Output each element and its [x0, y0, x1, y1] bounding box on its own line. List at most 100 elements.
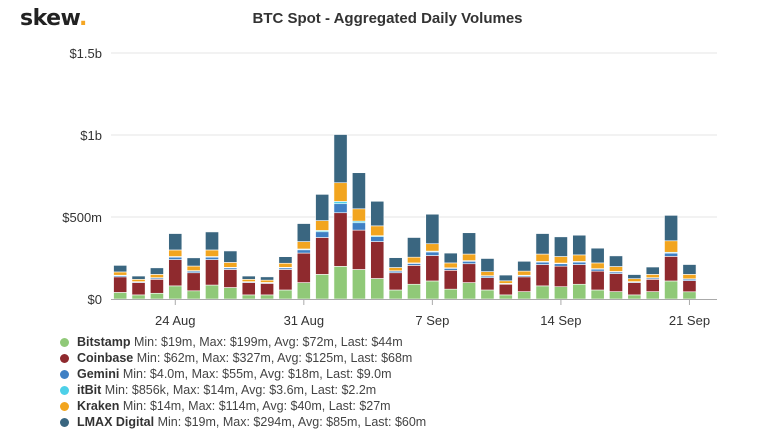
- bar-segment: [664, 252, 678, 257]
- bar-segment: [296, 252, 311, 283]
- bar-segment: [315, 231, 330, 238]
- bar-segment: [443, 252, 458, 264]
- bar-segment: [186, 257, 201, 267]
- legend-item[interactable]: Bitstamp Min: $19m, Max: $199m, Avg: $72…: [60, 334, 426, 350]
- bar-segment: [131, 282, 146, 296]
- bar-segment: [241, 275, 256, 280]
- legend-marker-icon: [60, 354, 69, 363]
- bar-segment: [407, 256, 421, 264]
- legend-series-name: Bitstamp: [77, 335, 131, 349]
- bar-segment: [590, 247, 605, 264]
- bar-segment: [388, 267, 403, 272]
- bar-segment: [150, 274, 164, 278]
- bar-segment: [260, 283, 275, 296]
- legend-marker-icon: [60, 402, 69, 411]
- legend-series-stats: Min: $62m, Max: $327m, Avg: $125m, Last:…: [133, 351, 413, 365]
- bar-segment: [241, 279, 256, 282]
- bar-segment: [407, 237, 421, 258]
- bar-segment: [113, 265, 128, 273]
- bar-segment: [351, 208, 366, 222]
- bar-segment: [131, 275, 146, 280]
- bar-segment: [278, 262, 293, 268]
- bar-segment: [315, 194, 330, 221]
- bar-segment: [168, 233, 183, 251]
- bar-segment: [664, 215, 678, 242]
- bar-segment: [351, 269, 366, 300]
- bar-segment: [627, 274, 642, 279]
- legend-item[interactable]: LMAX Digital Min: $19m, Max: $294m, Avg:…: [60, 414, 426, 430]
- bar-segment: [333, 201, 348, 205]
- bar-segment: [553, 265, 568, 288]
- bar-segment: [627, 278, 642, 282]
- legend-item[interactable]: itBit Min: $856k, Max: $14m, Avg: $3.6m,…: [60, 382, 426, 398]
- chart-title: BTC Spot - Aggregated Daily Volumes: [252, 10, 523, 27]
- bar-segment: [645, 274, 660, 278]
- y-tick-label: $1b: [80, 128, 102, 143]
- bar-segment: [315, 220, 330, 231]
- bar-segment: [333, 203, 348, 214]
- legend-series-stats: Min: $19m, Max: $199m, Avg: $72m, Last: …: [130, 335, 403, 349]
- bar-segment: [664, 240, 678, 253]
- bar-segment: [443, 262, 458, 269]
- bar-segment: [443, 269, 458, 290]
- legend-item[interactable]: Coinbase Min: $62m, Max: $327m, Avg: $12…: [60, 350, 426, 366]
- skew-logo: skew.: [20, 6, 87, 31]
- bar-segment: [462, 263, 477, 283]
- bar-segment: [205, 231, 219, 251]
- bar-segment: [370, 225, 385, 237]
- bar-segment: [370, 241, 385, 279]
- bar-segment: [370, 236, 385, 242]
- bar-segment: [278, 256, 293, 264]
- bar-segment: [535, 264, 550, 287]
- bar-segment: [498, 294, 513, 300]
- bar-segment: [645, 266, 660, 275]
- bar-segment: [333, 182, 348, 202]
- bar-segment: [205, 256, 219, 260]
- legend-marker-icon: [60, 338, 69, 347]
- bar-segment: [480, 289, 495, 300]
- bar-segment: [260, 279, 275, 283]
- bar-segment: [572, 261, 587, 265]
- bar-segment: [150, 292, 164, 300]
- legend-item[interactable]: Kraken Min: $14m, Max: $114m, Avg: $40m,…: [60, 398, 426, 414]
- bar-segment: [370, 278, 385, 300]
- y-tick-label: $0: [88, 292, 102, 307]
- x-tick-label: 14 Sep: [540, 313, 581, 328]
- bar-segment: [351, 222, 366, 231]
- legend-series-name: Coinbase: [77, 351, 134, 365]
- bar-segment: [517, 270, 532, 276]
- bar-segment: [682, 274, 697, 280]
- x-tick-label: 31 Aug: [284, 313, 325, 328]
- bar-segment: [205, 259, 219, 286]
- bar-segment: [351, 229, 366, 270]
- bar-segment: [590, 289, 605, 300]
- bar-segment: [572, 283, 587, 300]
- bar-segment: [664, 280, 678, 300]
- bar-segment: [535, 253, 550, 262]
- bar-segment: [296, 223, 311, 242]
- bar-segment: [480, 271, 495, 277]
- bar-segment: [223, 262, 238, 268]
- bar-segment: [150, 267, 164, 275]
- bar-segment: [645, 291, 660, 300]
- bar-segment: [572, 234, 587, 256]
- legend-series-stats: Min: $856k, Max: $14m, Avg: $3.6m, Last:…: [101, 383, 377, 397]
- bar-segment: [682, 280, 697, 293]
- bar-segment: [535, 285, 550, 300]
- bar-segment: [260, 294, 275, 300]
- bar-segment: [462, 232, 477, 255]
- y-tick-label: $1.5b: [69, 46, 102, 61]
- bar-segment: [388, 272, 403, 291]
- bar-segment: [498, 274, 513, 282]
- logo-text: skew: [20, 6, 79, 31]
- bar-segment: [480, 277, 495, 291]
- bar-segment: [168, 285, 183, 300]
- legend-item[interactable]: Gemini Min: $4.0m, Max: $55m, Avg: $18m,…: [60, 366, 426, 382]
- chart-legend: Bitstamp Min: $19m, Max: $199m, Avg: $72…: [60, 334, 426, 430]
- bar-segment: [425, 251, 440, 256]
- y-tick-label: $500m: [62, 210, 102, 225]
- bar-segment: [296, 282, 311, 300]
- bar-segment: [425, 280, 440, 300]
- legend-series-name: Gemini: [77, 367, 120, 381]
- bar-segment: [535, 233, 550, 255]
